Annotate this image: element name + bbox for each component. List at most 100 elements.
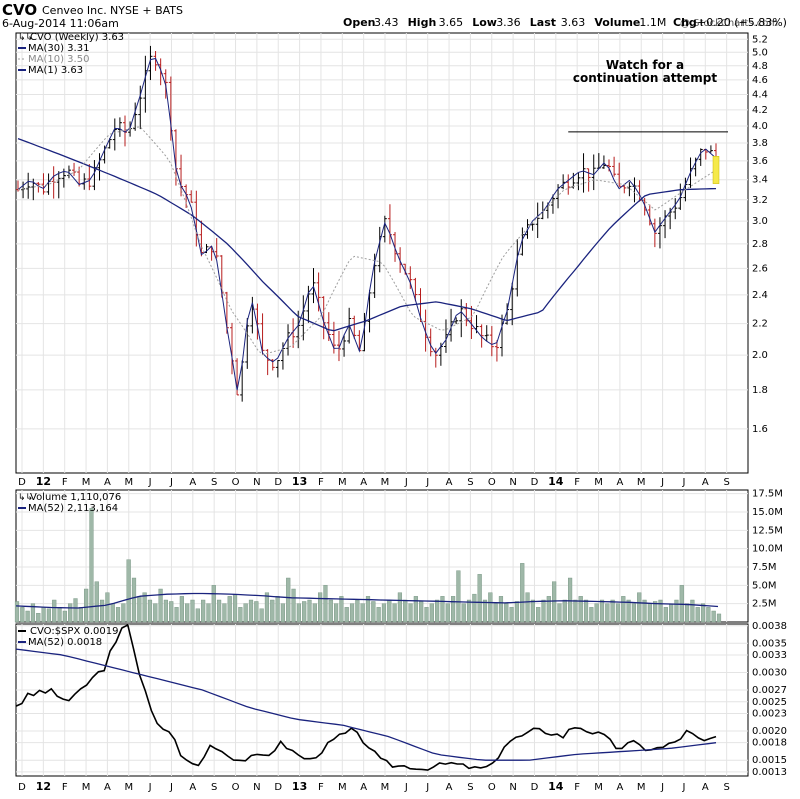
volume-bar [264, 592, 270, 623]
price-y-tick-label: 2.0 [752, 350, 768, 361]
price-bar [698, 148, 703, 166]
quote-label: Open [343, 16, 376, 29]
price-x-tick-label: D [531, 477, 539, 488]
volume-bar [195, 608, 200, 623]
price-bar [494, 340, 499, 362]
volume-bar [387, 599, 392, 623]
volume-bar [583, 599, 589, 623]
price-y-tick-label: 2.2 [752, 319, 768, 330]
price-bar [255, 303, 260, 340]
price-bar [459, 299, 464, 338]
price-y-tick-label: 2.6 [752, 263, 768, 274]
price-bar [617, 162, 622, 187]
price-bar [260, 313, 265, 355]
volume-bar [626, 599, 631, 623]
watermark: @ StockCharts.com [680, 18, 778, 29]
quote-value: +0.20 (+5.83%) [697, 16, 787, 29]
ratio-x-tick-label: M [594, 782, 603, 793]
volume-bar [147, 599, 153, 623]
price-x-tick-label: J [148, 477, 152, 488]
volume-bar [669, 603, 674, 623]
volume-bar [520, 563, 525, 623]
volume-bar [599, 599, 605, 623]
volume-bar [663, 607, 668, 623]
volume-bar [488, 592, 493, 623]
volume-bar [185, 603, 190, 623]
ratio-x-tick-label: D [274, 782, 282, 793]
volume-bar [115, 607, 121, 623]
volume-bar [573, 599, 578, 623]
price-bar [26, 172, 31, 199]
price-x-tick-label: D [18, 477, 26, 488]
ratio-y-tick-label: 0.0013 [752, 767, 787, 778]
volume-bar [158, 588, 163, 623]
price-bar [342, 334, 347, 357]
volume-bar [190, 599, 195, 623]
volume-bar [472, 593, 477, 623]
volume-bar [105, 592, 110, 623]
ratio-x-tick-label: O [488, 782, 496, 793]
price-x-tick-label: A [616, 477, 623, 488]
price-bar [214, 238, 219, 259]
price-bar [510, 282, 515, 326]
price-bar [311, 268, 316, 304]
volume-bar [36, 613, 41, 623]
price-bar [535, 202, 540, 239]
volume-bar [259, 608, 264, 623]
volume-bar [509, 607, 514, 623]
volume-bar [525, 592, 530, 623]
volume-bar [25, 610, 30, 623]
volume-bar [461, 603, 466, 623]
ratio-ma-legend-label: MA(52) 0.0018 [28, 637, 102, 648]
price-bar [275, 360, 280, 378]
volume-bar [137, 596, 142, 623]
volume-bar [610, 599, 615, 623]
price-bar [413, 277, 418, 302]
volume-bar [365, 596, 371, 623]
volume-bar [530, 599, 535, 623]
price-x-tick-label: D [274, 477, 282, 488]
volume-bar [227, 596, 232, 623]
ratio-legend: CVO:$SPX 0.0019 MA(52) 0.0018 [18, 626, 118, 648]
volume-bar [397, 592, 402, 623]
ticker-symbol: CVO [2, 1, 37, 19]
grid-lines [16, 33, 748, 776]
exchange-label: NYSE + BATS [110, 4, 183, 17]
price-y-tick-label: 1.6 [752, 424, 768, 435]
volume-bar [238, 607, 243, 623]
price-bar [581, 153, 586, 193]
volume-bar [57, 607, 62, 623]
volume-bar [254, 601, 259, 623]
price-bar [484, 325, 489, 342]
volume-bar [286, 577, 291, 623]
ratio-x-tick-label: M [637, 782, 646, 793]
volume-y-tick-label: 17.5M [752, 489, 783, 500]
volume-bar [451, 596, 456, 623]
ratio-x-tick-label: A [189, 782, 196, 793]
volume-bar [419, 601, 424, 623]
volume-bar [578, 596, 583, 623]
volume-bar [302, 601, 307, 623]
price-bar [117, 117, 122, 137]
price-x-tick-label: M [82, 477, 91, 488]
ma10-line [17, 126, 717, 356]
price-y-tick-label: 3.6 [752, 156, 768, 167]
ratio-legend-label: CVO:$SPX 0.0019 [30, 626, 118, 637]
volume-bar [615, 603, 621, 623]
price-x-tick-label: S [467, 477, 473, 488]
price-x-tick-label: O [232, 477, 240, 488]
volume-bar [355, 599, 360, 623]
quote-item: Chg +0.20 (+5.83%) [673, 16, 787, 29]
volume-bar [121, 603, 126, 623]
price-y-tick-label: 3.2 [752, 195, 768, 206]
volume-bar [674, 599, 679, 623]
price-y-tick-label: 5.0 [752, 47, 768, 58]
price-x-tick-label: 12 [36, 475, 51, 488]
quote-item: Low 3.36 [472, 16, 521, 29]
ratio-x-tick-label: M [82, 782, 91, 793]
volume-bar [222, 603, 227, 623]
ratio-x-tick-label: A [104, 782, 111, 793]
price-x-tick-label: M [381, 477, 390, 488]
volume-bar [232, 593, 238, 623]
volume-legend: ↳↳ Volume 1,110,076 MA(52) 2,113,164 [18, 492, 121, 514]
